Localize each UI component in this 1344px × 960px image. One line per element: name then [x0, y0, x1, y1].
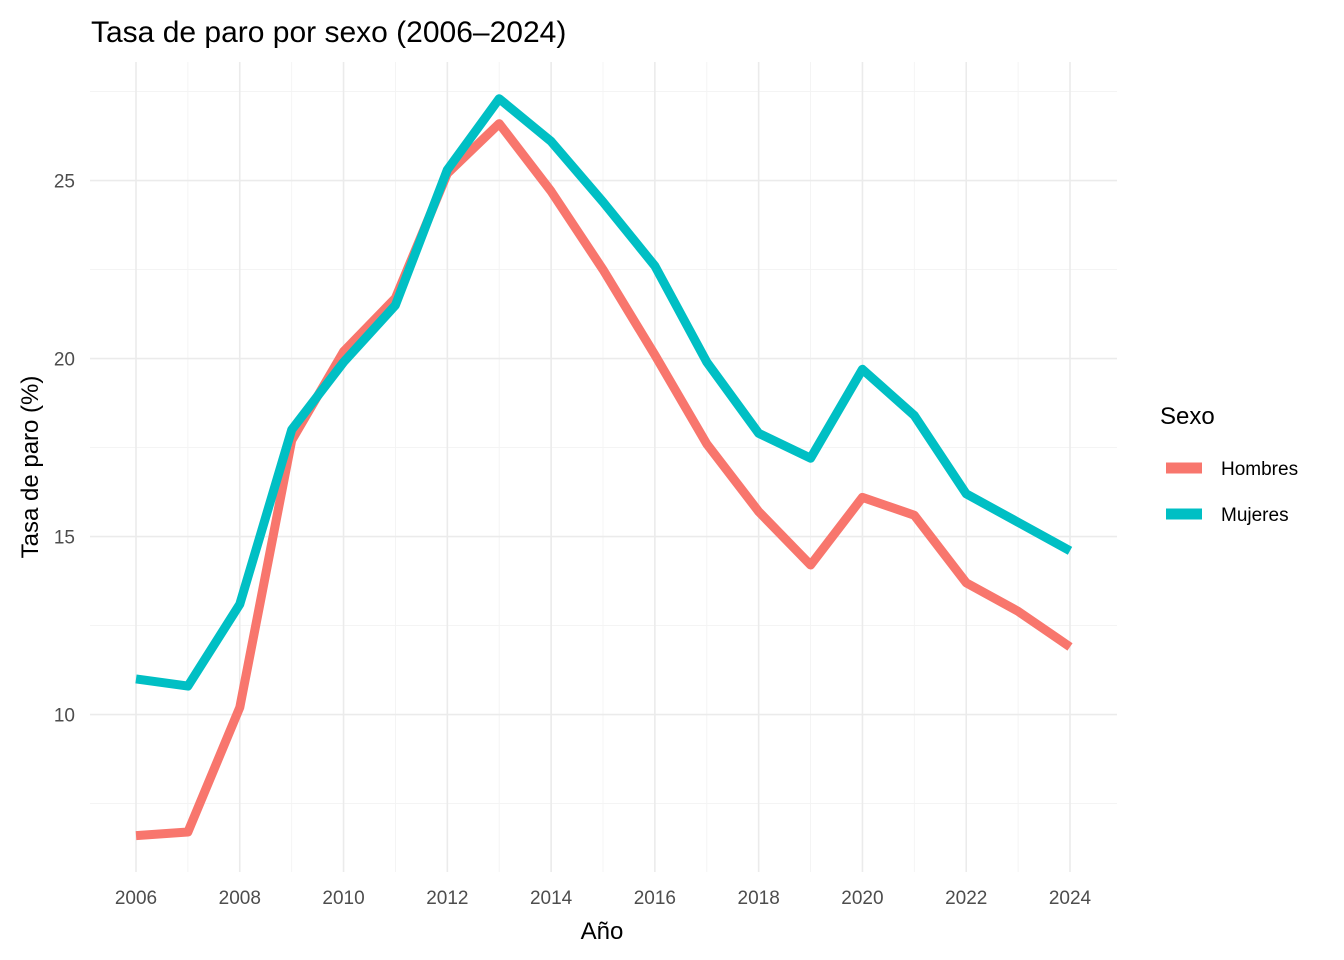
legend-title: Sexo [1160, 403, 1215, 430]
y-axis-ticks: 10 15 20 25 [54, 172, 75, 727]
y-tick-label: 15 [54, 528, 75, 549]
x-tick-label: 2010 [322, 888, 364, 909]
x-tick-label: 2022 [945, 888, 987, 909]
y-tick-label: 25 [54, 172, 75, 193]
y-tick-label: 10 [54, 706, 75, 727]
legend-label-hombres: Hombres [1221, 459, 1298, 480]
x-tick-label: 2014 [530, 888, 573, 909]
x-axis-ticks: 2006 2008 2010 2012 2014 2016 2018 2020 2022 2024 [115, 888, 1092, 909]
x-tick-label: 2012 [426, 888, 468, 909]
x-tick-label: 2024 [1049, 888, 1092, 909]
x-axis-title: Año [581, 918, 624, 945]
x-tick-label: 2016 [634, 888, 676, 909]
y-tick-label: 20 [54, 350, 75, 371]
x-tick-label: 2020 [841, 888, 883, 909]
series-lines [135, 94, 1073, 841]
x-tick-label: 2008 [219, 888, 261, 909]
x-tick-label: 2018 [738, 888, 780, 909]
y-axis-title: Tasa de paro (%) [17, 376, 44, 559]
series-line-mujeres [135, 94, 1073, 691]
legend-items: Hombres Mujeres [1166, 459, 1298, 526]
chart-title: Tasa de paro por sexo (2006–2024) [91, 16, 566, 49]
legend: Sexo Hombres Mujeres [1160, 403, 1298, 526]
x-tick-label: 2006 [115, 888, 157, 909]
legend-label-mujeres: Mujeres [1221, 505, 1289, 526]
